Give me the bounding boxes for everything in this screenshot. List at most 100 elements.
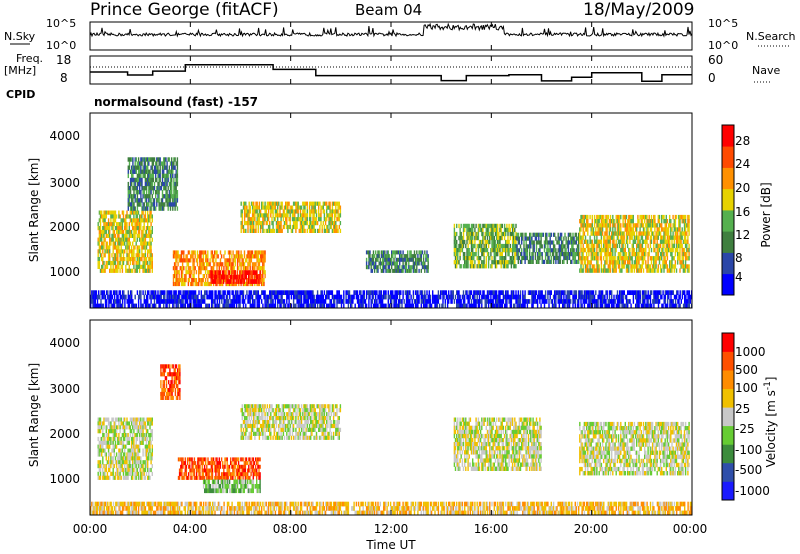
data-cell — [605, 256, 607, 261]
data-cell — [226, 303, 229, 309]
data-cell — [279, 228, 281, 233]
data-cell — [592, 243, 595, 249]
data-cell — [361, 294, 363, 300]
data-cell — [142, 245, 144, 250]
data-cell — [460, 299, 462, 304]
data-cell — [159, 299, 161, 304]
data-cell — [104, 218, 106, 223]
data-cell — [118, 214, 120, 219]
data-cell — [313, 299, 315, 304]
data-cell — [147, 194, 149, 199]
data-cell — [240, 290, 242, 295]
data-cell — [330, 299, 332, 304]
data-cell — [377, 250, 379, 255]
data-cell — [222, 279, 225, 284]
data-cell — [112, 222, 114, 227]
data-cell — [623, 223, 625, 228]
data-cell — [258, 250, 261, 255]
data-cell — [644, 231, 646, 236]
data-cell — [136, 245, 138, 250]
data-cell — [232, 250, 234, 255]
data-cell — [427, 268, 429, 273]
data-cell — [509, 231, 511, 237]
data-cell — [360, 299, 362, 304]
data-cell — [453, 248, 456, 253]
data-cell — [600, 260, 603, 265]
data-cell — [531, 255, 533, 261]
data-cell — [674, 235, 677, 240]
data-cell — [310, 217, 312, 222]
data-cell — [257, 279, 259, 284]
data-cell — [636, 227, 638, 232]
data-cell — [327, 303, 329, 309]
data-cell — [131, 194, 133, 199]
data-cell — [242, 266, 245, 271]
data-cell — [491, 260, 493, 265]
data-cell — [654, 227, 656, 232]
data-cell — [168, 194, 171, 199]
data-cell — [115, 237, 118, 242]
data-cell — [373, 299, 376, 304]
data-cell — [568, 240, 571, 245]
data-cell — [139, 161, 141, 166]
data-cell — [418, 299, 420, 304]
data-cell — [193, 270, 195, 275]
data-cell — [99, 268, 102, 273]
data-cell — [428, 290, 430, 295]
data-cell — [161, 206, 164, 211]
data-cell — [283, 221, 286, 226]
data-cell — [389, 257, 392, 262]
data-cell — [204, 266, 207, 271]
data-cell — [236, 254, 239, 259]
data-cell — [121, 229, 124, 235]
data-cell — [253, 205, 255, 210]
data-cell — [330, 209, 332, 214]
data-cell — [114, 257, 117, 262]
data-cell — [576, 248, 579, 253]
data-cell — [515, 252, 517, 257]
data-cell — [247, 250, 249, 255]
data-cell — [259, 228, 262, 233]
data-cell — [248, 262, 250, 267]
data-cell — [288, 290, 290, 295]
data-cell — [181, 294, 183, 300]
data-cell — [234, 290, 237, 295]
data-cell — [454, 260, 457, 265]
data-cell — [365, 250, 368, 255]
data-cell — [367, 290, 369, 295]
data-cell — [98, 210, 101, 215]
data-cell — [410, 303, 412, 309]
data-cell — [397, 265, 400, 270]
data-cell — [662, 260, 664, 265]
data-cell — [306, 290, 308, 295]
data-cell — [138, 264, 141, 269]
data-cell — [297, 299, 299, 304]
data-cell — [620, 231, 622, 236]
data-cell — [247, 217, 249, 222]
data-cell — [128, 237, 130, 242]
data-cell — [433, 299, 435, 304]
data-cell — [603, 243, 605, 249]
data-cell — [336, 201, 338, 206]
data-cell — [468, 239, 470, 245]
data-cell — [459, 239, 461, 245]
data-cell — [114, 210, 117, 215]
data-cell — [135, 186, 137, 191]
data-cell — [192, 266, 194, 271]
data-cell — [525, 236, 527, 241]
data-cell — [175, 303, 177, 309]
data-cell — [673, 227, 675, 232]
data-cell — [601, 223, 604, 228]
data-cell — [321, 290, 323, 295]
data-cell — [322, 303, 324, 309]
data-cell — [416, 299, 418, 304]
data-cell — [558, 252, 560, 257]
data-cell — [313, 209, 315, 214]
data-cell — [274, 205, 277, 210]
data-cell — [109, 245, 111, 250]
data-cell — [299, 224, 302, 230]
data-cell — [543, 259, 546, 264]
data-cell — [331, 201, 334, 206]
data-cell — [526, 252, 529, 257]
data-cell — [143, 294, 145, 300]
